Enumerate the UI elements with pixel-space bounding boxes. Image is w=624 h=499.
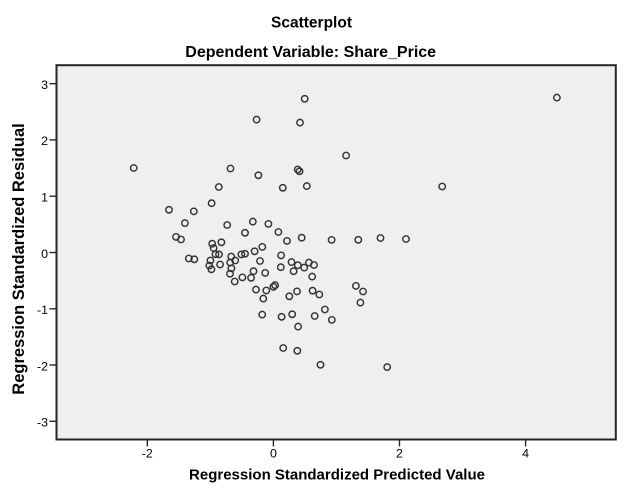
- svg-text:Scatterplot: Scatterplot: [271, 14, 352, 31]
- svg-text:-1: -1: [37, 303, 48, 317]
- svg-text:1: 1: [41, 191, 48, 205]
- svg-text:-3: -3: [37, 416, 48, 430]
- svg-text:0: 0: [270, 446, 277, 460]
- svg-text:Dependent Variable: Share_Pric: Dependent Variable: Share_Price: [185, 44, 436, 61]
- svg-text:Regression Standardized Predic: Regression Standardized Predicted Value: [189, 466, 485, 483]
- svg-text:-2: -2: [142, 446, 153, 460]
- svg-text:2: 2: [396, 446, 403, 460]
- svg-text:3: 3: [41, 78, 48, 92]
- svg-text:-2: -2: [37, 359, 48, 373]
- svg-text:4: 4: [522, 446, 529, 460]
- svg-text:Regression Standardized Residu: Regression Standardized Residual: [10, 123, 28, 394]
- svg-text:2: 2: [41, 134, 48, 148]
- svg-text:0: 0: [41, 247, 48, 261]
